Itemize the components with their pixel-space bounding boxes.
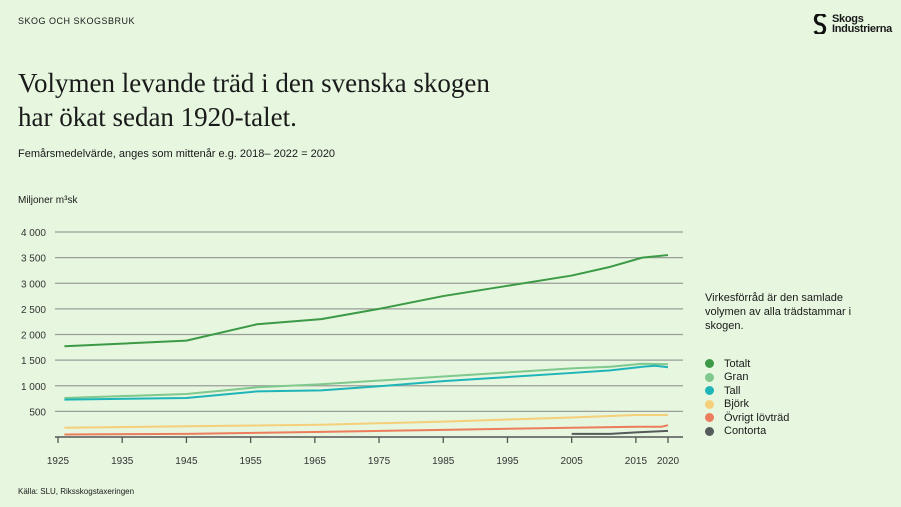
legend: Totalt Gran Tall Björk Övrigt lövträd Contort… xyxy=(705,357,789,438)
legend-label: Björk xyxy=(724,398,750,411)
x-tick-label: 2020 xyxy=(657,456,680,467)
legend-item: Totalt xyxy=(705,357,789,371)
y-tick-label: 1 000 xyxy=(21,382,46,393)
x-tick-label: 1945 xyxy=(175,456,198,467)
x-tick-label: 1965 xyxy=(304,456,327,467)
x-tick-label: 1995 xyxy=(496,456,519,467)
x-tick-label: 1975 xyxy=(368,456,391,467)
subtitle: Femårsmedelvärde, anges som mittenår e.g… xyxy=(18,148,336,160)
legend-label: Tall xyxy=(724,384,741,397)
x-tick-label: 1935 xyxy=(111,456,134,467)
x-tick-label: 2005 xyxy=(561,456,584,467)
logo-icon xyxy=(813,14,827,34)
legend-label: Contorta xyxy=(724,425,767,438)
logo-text-2: Industrierna xyxy=(832,23,892,35)
y-tick-label: 2 000 xyxy=(21,331,46,342)
series-line-gran xyxy=(64,362,669,400)
legend-label: Totalt xyxy=(724,357,751,370)
series-line-björk xyxy=(64,413,668,429)
legend-dot-icon xyxy=(705,386,714,396)
source: Källa: SLU, Riksskogstaxeringen xyxy=(18,487,135,496)
section-label: SKOG OCH SKOGSBRUK xyxy=(18,16,136,26)
legend-item: Björk xyxy=(705,398,789,412)
legend-item: Contorta xyxy=(705,425,789,439)
y-tick-label: 500 xyxy=(29,407,46,418)
legend-dot-icon xyxy=(705,359,714,369)
legend-dot-icon xyxy=(705,413,714,423)
y-tick-label: 3 500 xyxy=(21,254,46,265)
legend-label: Gran xyxy=(724,371,749,384)
legend-label: Övrigt lövträd xyxy=(724,411,790,424)
logo-text-1: Skogs xyxy=(832,13,864,25)
x-tick-label: 1955 xyxy=(240,456,263,467)
logo: Skogs Industrierna xyxy=(812,13,892,35)
y-tick-label: 1 500 xyxy=(21,356,46,367)
legend-dot-icon xyxy=(705,399,714,409)
y-tick-label: 3 000 xyxy=(21,279,46,290)
legend-item: Gran xyxy=(705,371,789,385)
legend-dot-icon xyxy=(705,426,714,436)
legend-item: Övrigt lövträd xyxy=(705,411,789,425)
x-tick-label: 1925 xyxy=(47,456,70,467)
title-line-1: Volymen levande träd i den svenska skoge… xyxy=(18,68,490,98)
series-line-contorta xyxy=(571,429,669,435)
series-line-totalt xyxy=(64,254,669,348)
legend-dot-icon xyxy=(705,372,714,382)
x-tick-label: 1985 xyxy=(432,456,455,467)
title-line-2: har ökat sedan 1920-talet. xyxy=(18,102,297,132)
chart-note: Virkesförråd är den samlade volymen av a… xyxy=(705,292,852,332)
series-line-tall xyxy=(64,364,669,401)
x-tick-label: 2015 xyxy=(625,456,648,467)
y-tick-label: 4 000 xyxy=(21,228,46,239)
legend-item: Tall xyxy=(705,384,789,398)
series-line-övrigt-lövträd xyxy=(64,424,669,436)
page-title: Volymen levande träd i den svenska skoge… xyxy=(18,66,618,134)
y-tick-label: 2 500 xyxy=(21,305,46,316)
y-axis-label: Miljoner m³sk xyxy=(18,195,78,206)
